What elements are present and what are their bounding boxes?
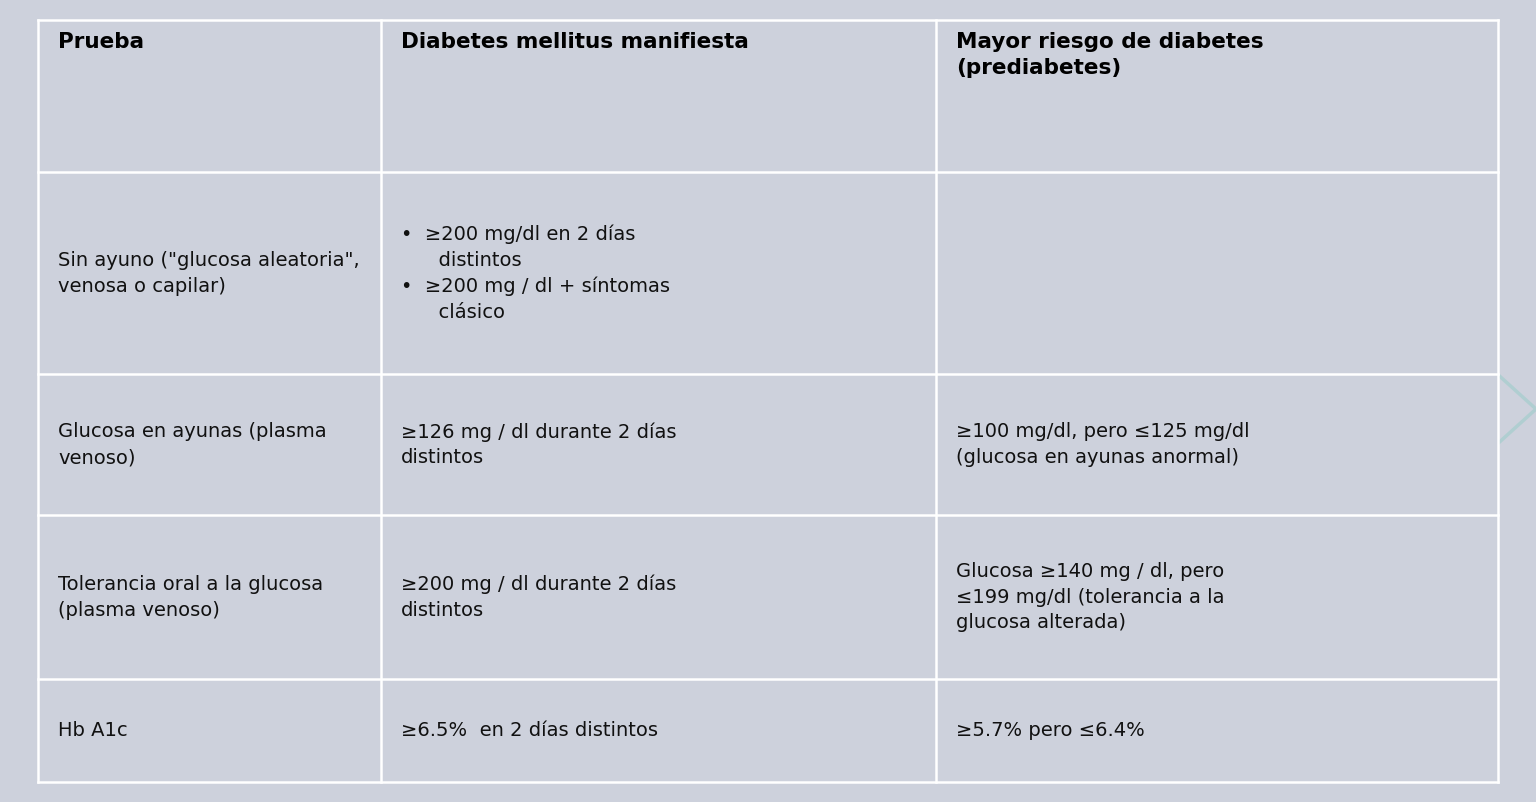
Text: Tolerancia oral a la glucosa
(plasma venoso): Tolerancia oral a la glucosa (plasma ven… <box>58 575 324 620</box>
Bar <box>38 172 1498 375</box>
Text: ≥126 mg / dl durante 2 días
distintos: ≥126 mg / dl durante 2 días distintos <box>401 422 677 468</box>
Text: ≥5.7% pero ≤6.4%: ≥5.7% pero ≤6.4% <box>955 721 1144 740</box>
Text: •  ≥200 mg/dl en 2 días
      distintos
•  ≥200 mg / dl + síntomas
      clásico: • ≥200 mg/dl en 2 días distintos • ≥200 … <box>401 225 670 322</box>
Bar <box>38 679 1498 782</box>
Text: ≥6.5%  en 2 días distintos: ≥6.5% en 2 días distintos <box>401 721 659 740</box>
Text: Prueba: Prueba <box>58 32 144 52</box>
Text: ≥200 mg / dl durante 2 días
distintos: ≥200 mg / dl durante 2 días distintos <box>401 574 676 620</box>
Bar <box>38 375 1498 515</box>
Text: Diabetes mellitus manifiesta: Diabetes mellitus manifiesta <box>401 32 750 52</box>
Text: Edul: Edul <box>846 504 1058 587</box>
Bar <box>38 20 1498 172</box>
Text: Mayor riesgo de diabetes
(prediabetes): Mayor riesgo de diabetes (prediabetes) <box>955 32 1264 78</box>
Bar <box>38 515 1498 679</box>
Text: Glucosa en ayunas (plasma
venoso): Glucosa en ayunas (plasma venoso) <box>58 423 327 468</box>
Text: Glucosa ≥140 mg / dl, pero
≤199 mg/dl (tolerancia a la
glucosa alterada): Glucosa ≥140 mg / dl, pero ≤199 mg/dl (t… <box>955 562 1224 633</box>
Text: ≥100 mg/dl, pero ≤125 mg/dl
(glucosa en ayunas anormal): ≥100 mg/dl, pero ≤125 mg/dl (glucosa en … <box>955 423 1249 468</box>
Text: Hb A1c: Hb A1c <box>58 721 127 740</box>
Text: abC: abC <box>1112 562 1284 641</box>
Text: Sin ayuno ("glucosa aleatoria",
venosa o capilar): Sin ayuno ("glucosa aleatoria", venosa o… <box>58 251 359 296</box>
